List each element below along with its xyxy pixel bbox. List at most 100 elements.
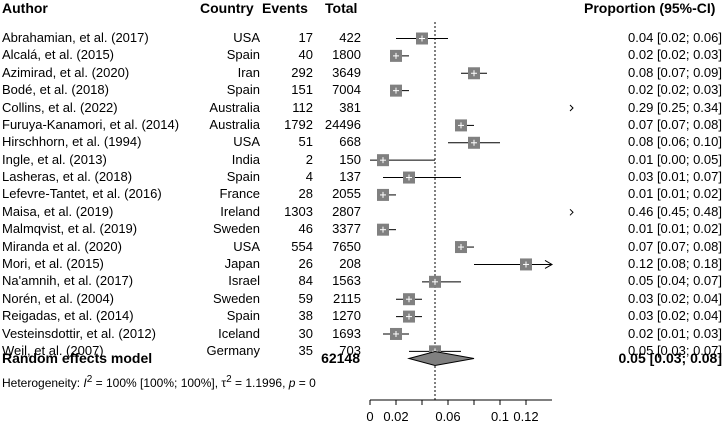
het-p-symbol: p: [288, 376, 296, 390]
study-author: Hirschhorn, et al. (1994): [2, 134, 142, 150]
study-events: 2: [305, 151, 313, 167]
study-country: Iran: [237, 64, 260, 80]
study-total: 24496: [324, 116, 361, 132]
study-events: 1303: [284, 203, 313, 219]
x-tick-label: 0.06: [435, 409, 460, 424]
study-ci-text: 0.12 [0.08; 0.18]: [628, 255, 722, 271]
study-country: Sweden: [213, 221, 260, 237]
study-total: 1800: [332, 47, 361, 63]
study-author: Reigadas, et al. (2014): [2, 308, 134, 324]
study-ci-text: 0.02 [0.02; 0.03]: [628, 82, 722, 98]
study-events: 40: [298, 47, 313, 63]
study-ci-text: 0.07 [0.07; 0.08]: [628, 116, 722, 132]
study-ci-text: 0.02 [0.02; 0.03]: [628, 47, 722, 63]
summary-total: 62148: [321, 350, 360, 366]
study-total: 3649: [332, 64, 361, 80]
study-author: Malmqvist, et al. (2019): [2, 221, 138, 237]
study-total: 1563: [332, 273, 361, 289]
study-country: India: [231, 151, 260, 167]
study-events: 51: [298, 134, 313, 150]
study-ci-text: 0.03 [0.01; 0.07]: [628, 169, 722, 184]
offscale-chevron: [569, 104, 574, 112]
het-prefix: Heterogeneity:: [2, 376, 84, 390]
study-total: 7004: [332, 82, 361, 98]
study-total: 2807: [332, 203, 361, 219]
x-tick-label: 0.1: [491, 409, 509, 424]
het-i2-text: = 100% [100%; 100%],: [92, 376, 222, 390]
study-ci-text: 0.01 [0.01; 0.02]: [628, 221, 722, 237]
study-author: Na'amnih, et al. (2017): [2, 273, 134, 289]
study-total: 3377: [332, 221, 361, 237]
study-author: Abrahamian, et al. (2017): [2, 30, 149, 45]
study-ci-text: 0.29 [0.25; 0.34]: [628, 99, 722, 115]
study-country: USA: [233, 238, 260, 254]
study-author: Weil, et al. (2007): [2, 342, 104, 358]
study-country: Australia: [209, 99, 260, 115]
study-events: 26: [298, 255, 313, 271]
study-country: USA: [233, 134, 260, 150]
het-tau-sup: 2: [226, 374, 232, 385]
study-ci-text: 0.01 [0.01; 0.02]: [628, 186, 722, 202]
study-author: Norén, et al. (2004): [2, 290, 115, 306]
study-country: Spain: [226, 47, 260, 63]
study-total: 7650: [332, 238, 361, 254]
study-country: Australia: [209, 116, 260, 132]
study-events: 35: [298, 342, 313, 358]
study-events: 112: [292, 99, 313, 115]
study-ci-text: 0.03 [0.02; 0.04]: [628, 308, 722, 324]
study-events: 30: [298, 325, 313, 341]
study-total: 668: [339, 134, 361, 150]
study-country: Israel: [228, 273, 260, 289]
header-proportion: Proportion (95%-CI): [584, 0, 716, 16]
offscale-chevron: [569, 208, 574, 216]
study-ci-text: 0.05 [0.04; 0.07]: [628, 273, 722, 289]
ci-arrow: [544, 260, 554, 269]
study-events: 17: [298, 30, 313, 45]
study-author: Bodé, et al. (2018): [2, 82, 109, 98]
study-total: 703: [339, 342, 361, 358]
heterogeneity-statistics: Heterogeneity: I2 = 100% [100%; 100%], τ…: [2, 374, 316, 390]
study-ci-text: 0.08 [0.07; 0.09]: [628, 64, 722, 80]
study-events: 84: [298, 273, 313, 289]
study-events: 1792: [284, 116, 313, 132]
study-author: Collins, et al. (2022): [2, 99, 118, 115]
study-ci-text: 0.02 [0.01; 0.03]: [628, 325, 722, 341]
x-tick-label: 0.02: [383, 409, 408, 424]
summary-diamond: [407, 350, 475, 367]
study-ci-text: 0.03 [0.02; 0.04]: [628, 290, 722, 306]
het-tau-symbol: τ: [221, 376, 227, 390]
study-ci-text: 0.46 [0.45; 0.48]: [628, 203, 722, 219]
header-total: Total: [325, 0, 358, 16]
study-country: USA: [233, 30, 260, 45]
study-country: Spain: [226, 308, 260, 324]
header-country: Country: [200, 0, 254, 16]
het-i2-symbol: I: [83, 376, 87, 390]
study-author: Maisa, et al. (2019): [2, 203, 114, 219]
study-total: 381: [339, 99, 361, 115]
study-events: 28: [298, 186, 313, 202]
header-author: Author: [2, 0, 48, 16]
header-events: Events: [262, 0, 308, 16]
study-events: 4: [305, 169, 313, 184]
het-i2-sup: 2: [86, 374, 93, 385]
study-total: 2055: [332, 186, 361, 202]
study-author: Miranda et al. (2020): [2, 238, 122, 254]
study-events: 151: [291, 82, 313, 98]
study-author: Lasheras, et al. (2018): [2, 169, 133, 184]
x-tick-label: 0.12: [513, 409, 538, 424]
study-author: Ingle, et al. (2013): [2, 151, 107, 167]
study-author: Azimirad, et al. (2020): [2, 64, 130, 80]
study-events: 46: [298, 221, 313, 237]
study-author: Lefevre-Tantet, et al. (2016): [2, 186, 162, 202]
study-author: Mori, et al. (2015): [2, 255, 104, 271]
study-author: Vesteinsdottir, et al. (2012): [2, 325, 156, 341]
study-total: 208: [339, 255, 361, 271]
study-events: 292: [291, 64, 313, 80]
study-author: Alcalá, et al. (2015): [2, 47, 115, 63]
study-total: 422: [339, 30, 361, 45]
study-country: Spain: [226, 82, 260, 98]
het-p-text: = 0: [295, 376, 316, 390]
x-tick-label: 0: [366, 409, 373, 424]
study-country: Germany: [206, 342, 260, 358]
study-events: 38: [298, 308, 313, 324]
